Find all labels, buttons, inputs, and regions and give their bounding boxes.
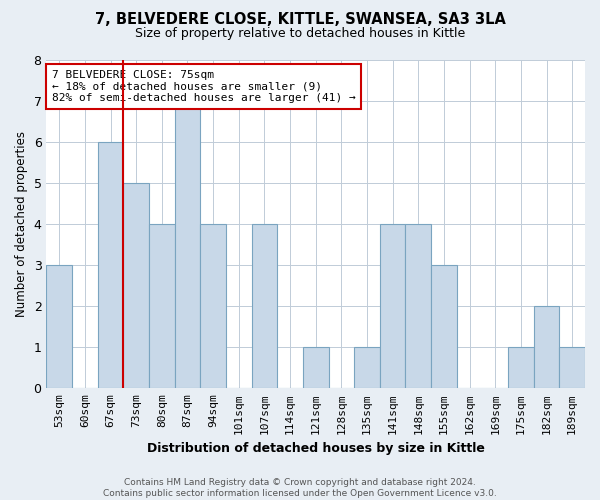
- Y-axis label: Number of detached properties: Number of detached properties: [15, 131, 28, 317]
- Bar: [175, 101, 200, 388]
- Bar: [431, 265, 457, 388]
- Bar: [406, 224, 431, 388]
- Bar: [200, 224, 226, 388]
- Bar: [46, 265, 72, 388]
- Bar: [508, 348, 534, 389]
- Text: 7 BELVEDERE CLOSE: 75sqm
← 18% of detached houses are smaller (9)
82% of semi-de: 7 BELVEDERE CLOSE: 75sqm ← 18% of detach…: [52, 70, 356, 103]
- Text: Size of property relative to detached houses in Kittle: Size of property relative to detached ho…: [135, 28, 465, 40]
- Bar: [98, 142, 124, 388]
- Bar: [534, 306, 559, 388]
- Bar: [559, 348, 585, 389]
- X-axis label: Distribution of detached houses by size in Kittle: Distribution of detached houses by size …: [147, 442, 485, 455]
- Bar: [251, 224, 277, 388]
- Bar: [303, 348, 329, 389]
- Bar: [380, 224, 406, 388]
- Bar: [149, 224, 175, 388]
- Text: 7, BELVEDERE CLOSE, KITTLE, SWANSEA, SA3 3LA: 7, BELVEDERE CLOSE, KITTLE, SWANSEA, SA3…: [95, 12, 505, 28]
- Bar: [124, 183, 149, 388]
- Text: Contains HM Land Registry data © Crown copyright and database right 2024.
Contai: Contains HM Land Registry data © Crown c…: [103, 478, 497, 498]
- Bar: [354, 348, 380, 389]
